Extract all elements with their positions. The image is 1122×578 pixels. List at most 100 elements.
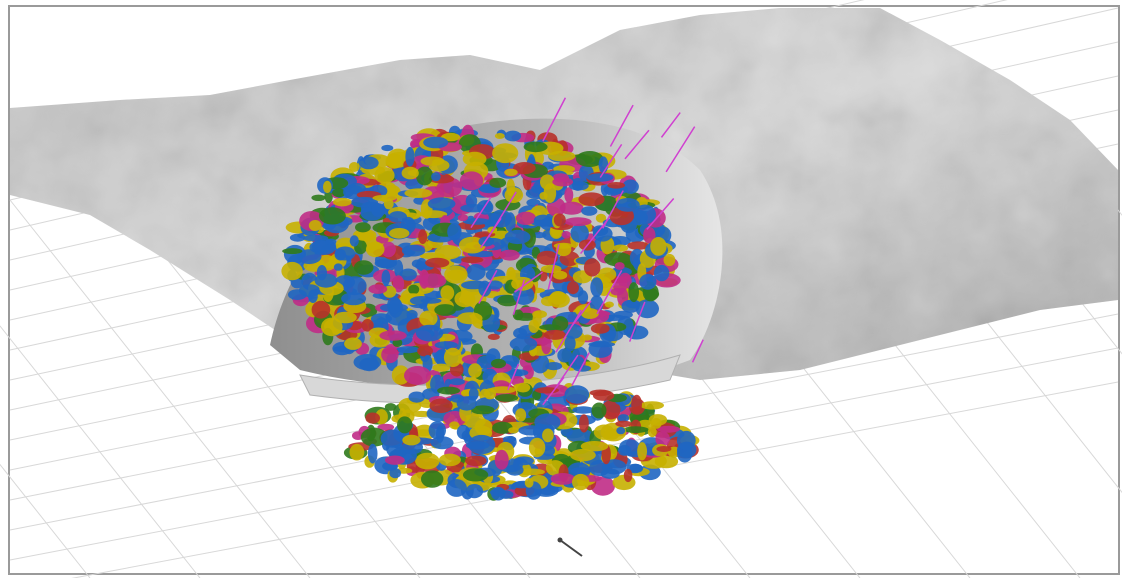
ore-block bbox=[513, 162, 536, 175]
ore-block bbox=[633, 204, 657, 225]
axis-indicator bbox=[557, 537, 583, 557]
drillhole bbox=[609, 104, 634, 147]
drillhole bbox=[646, 198, 675, 230]
ore-block bbox=[334, 311, 357, 324]
ore-block bbox=[415, 324, 444, 342]
ore-block bbox=[553, 270, 568, 280]
ore-block bbox=[289, 233, 306, 242]
ore-block bbox=[459, 171, 484, 191]
ore-block bbox=[361, 319, 374, 332]
ore-block bbox=[377, 423, 395, 431]
ore-block bbox=[311, 300, 331, 319]
ore-block bbox=[655, 431, 670, 447]
ore-block bbox=[653, 264, 670, 282]
ore-block bbox=[401, 244, 426, 257]
ore-block bbox=[419, 273, 447, 289]
ore-block bbox=[470, 405, 495, 415]
ore-block bbox=[385, 455, 405, 465]
drillhole bbox=[556, 354, 579, 386]
ore-block bbox=[563, 323, 583, 339]
ore-block bbox=[379, 330, 407, 341]
ore-block bbox=[427, 197, 456, 211]
ore-block bbox=[449, 421, 460, 430]
ore-block bbox=[348, 162, 360, 172]
ore-block bbox=[365, 412, 381, 424]
ore-block bbox=[385, 153, 403, 169]
ore-block bbox=[429, 398, 453, 414]
ore-block bbox=[487, 280, 503, 290]
drillhole bbox=[602, 190, 624, 229]
ore-body bbox=[281, 97, 704, 501]
ore-block bbox=[381, 144, 394, 152]
drillhole bbox=[599, 143, 623, 178]
drillhole bbox=[571, 300, 592, 327]
ore-block bbox=[640, 401, 664, 410]
ore-block bbox=[296, 249, 322, 265]
ore-block bbox=[434, 245, 462, 260]
ore-block bbox=[333, 197, 352, 207]
ore-block bbox=[564, 385, 590, 404]
ore-block bbox=[438, 453, 461, 467]
ore-block bbox=[494, 133, 505, 139]
ore-block bbox=[504, 130, 522, 142]
ore-block bbox=[462, 468, 489, 482]
ore-block bbox=[504, 212, 516, 233]
ore-block bbox=[548, 150, 576, 162]
ore-block bbox=[598, 267, 617, 282]
ore-block bbox=[552, 177, 574, 187]
ore-block bbox=[489, 177, 507, 188]
ore-block bbox=[425, 257, 450, 268]
ore-block bbox=[564, 335, 576, 352]
ore-block bbox=[384, 403, 397, 411]
ore-block bbox=[528, 437, 546, 458]
ore-block bbox=[635, 299, 659, 319]
ore-block bbox=[657, 425, 681, 433]
ore-block bbox=[504, 229, 531, 245]
ore-block bbox=[508, 427, 519, 434]
ore-block bbox=[303, 235, 329, 242]
ore-block bbox=[353, 229, 377, 241]
ore-block bbox=[450, 394, 465, 403]
ore-block bbox=[502, 436, 517, 443]
ore-block bbox=[402, 434, 421, 446]
drillhole bbox=[480, 217, 502, 249]
ore-block bbox=[408, 284, 420, 295]
ore-block bbox=[571, 177, 584, 191]
ore-block bbox=[334, 246, 356, 261]
drillhole bbox=[660, 112, 681, 138]
ore-block bbox=[396, 346, 420, 354]
frame bbox=[8, 5, 1120, 575]
ore-block bbox=[595, 213, 607, 223]
ore-block bbox=[321, 317, 343, 337]
ore-block bbox=[355, 222, 371, 233]
ore-block bbox=[509, 336, 538, 352]
ore-block bbox=[416, 257, 427, 271]
ore-block bbox=[368, 284, 388, 294]
ore-block bbox=[383, 198, 394, 210]
ore-block bbox=[365, 241, 385, 258]
drillhole bbox=[580, 218, 610, 255]
ore-block bbox=[607, 182, 626, 189]
ore-block bbox=[282, 248, 303, 255]
ore-block bbox=[457, 214, 469, 222]
ore-block bbox=[432, 363, 451, 372]
ore-block bbox=[488, 386, 517, 394]
ore-block bbox=[559, 201, 584, 215]
ore-block bbox=[550, 473, 576, 485]
ore-block bbox=[622, 426, 649, 433]
ore-block bbox=[598, 156, 609, 174]
ore-block bbox=[582, 334, 592, 341]
ore-block bbox=[494, 449, 509, 470]
drillhole bbox=[470, 197, 492, 229]
ore-block bbox=[416, 166, 434, 186]
ore-block bbox=[570, 223, 589, 243]
drillhole bbox=[555, 309, 583, 353]
ore-block bbox=[590, 323, 610, 334]
ore-block bbox=[514, 312, 537, 321]
ore-block bbox=[553, 213, 566, 227]
ore-block bbox=[418, 229, 428, 245]
ore-block bbox=[440, 285, 455, 301]
ore-block bbox=[456, 424, 470, 440]
drillhole bbox=[478, 269, 498, 304]
ore-block bbox=[650, 237, 667, 256]
